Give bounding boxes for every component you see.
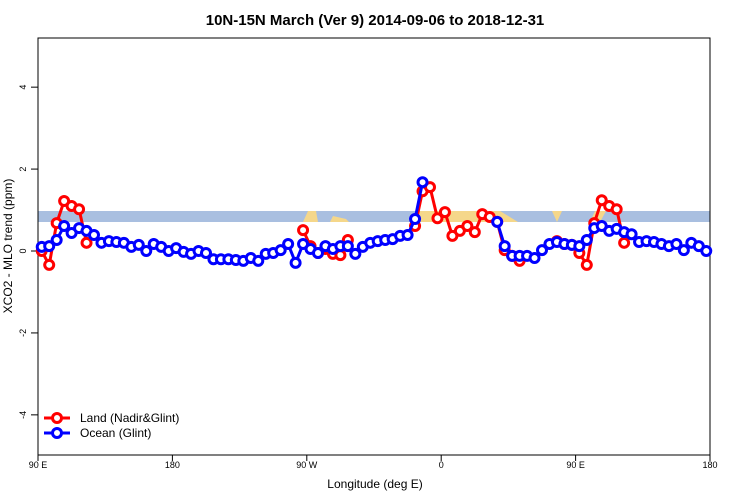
- point: [88, 229, 100, 242]
- point: [573, 240, 586, 253]
- legend-label: Ocean (Glint): [80, 426, 151, 440]
- point: [289, 256, 302, 269]
- point: [528, 251, 541, 264]
- band-patch: [552, 211, 562, 222]
- point: [349, 247, 362, 260]
- point: [670, 238, 683, 251]
- point: [610, 203, 623, 216]
- point: [461, 220, 474, 233]
- point: [595, 194, 608, 207]
- point: [132, 238, 145, 251]
- x-tick-label: 180: [702, 460, 717, 470]
- point: [431, 212, 444, 225]
- point: [140, 245, 153, 258]
- point: [58, 220, 71, 233]
- x-axis-title: Longitude (deg E): [327, 477, 422, 491]
- point: [700, 245, 713, 258]
- point: [409, 213, 422, 226]
- point: [43, 240, 56, 253]
- band: [38, 211, 710, 222]
- y-axis-title: XCO2 - MLO trend (ppm): [1, 179, 15, 314]
- point: [43, 258, 56, 271]
- band-patch: [303, 211, 318, 222]
- chart-title: 10N-15N March (Ver 9) 2014-09-06 to 2018…: [206, 12, 545, 29]
- point: [677, 244, 690, 257]
- point: [625, 228, 638, 241]
- legend-marker: [51, 412, 63, 424]
- band-patch: [330, 216, 349, 222]
- point: [282, 238, 295, 251]
- point: [491, 215, 504, 228]
- y-tick-label: -2: [18, 329, 28, 337]
- point: [468, 226, 481, 239]
- x-tick-label: 180: [165, 460, 180, 470]
- point: [297, 224, 310, 237]
- point: [580, 258, 593, 271]
- point: [73, 203, 86, 216]
- y-tick-label: 4: [18, 85, 28, 90]
- point: [580, 233, 593, 246]
- point: [274, 244, 287, 257]
- land-mask-band: [38, 211, 710, 222]
- point: [416, 176, 429, 189]
- point: [252, 254, 265, 267]
- point: [341, 240, 354, 253]
- legend-label: Land (Nadir&Glint): [80, 411, 179, 425]
- point: [438, 206, 451, 219]
- series: [35, 176, 713, 269]
- point: [50, 233, 63, 246]
- x-tick-label: 90 W: [296, 460, 318, 470]
- legend-marker: [51, 427, 63, 439]
- point: [618, 236, 631, 249]
- point: [80, 236, 93, 249]
- y-tick-label: -4: [18, 411, 28, 419]
- point: [498, 240, 511, 253]
- point: [401, 229, 414, 242]
- x-tick-label: 0: [439, 460, 444, 470]
- point: [312, 247, 324, 260]
- y-tick-label: 0: [18, 248, 28, 253]
- x-tick-label: 90 E: [566, 460, 585, 470]
- point: [536, 244, 548, 257]
- point: [200, 247, 212, 260]
- x-tick-label: 90 E: [29, 460, 48, 470]
- y-tick-label: 2: [18, 167, 28, 172]
